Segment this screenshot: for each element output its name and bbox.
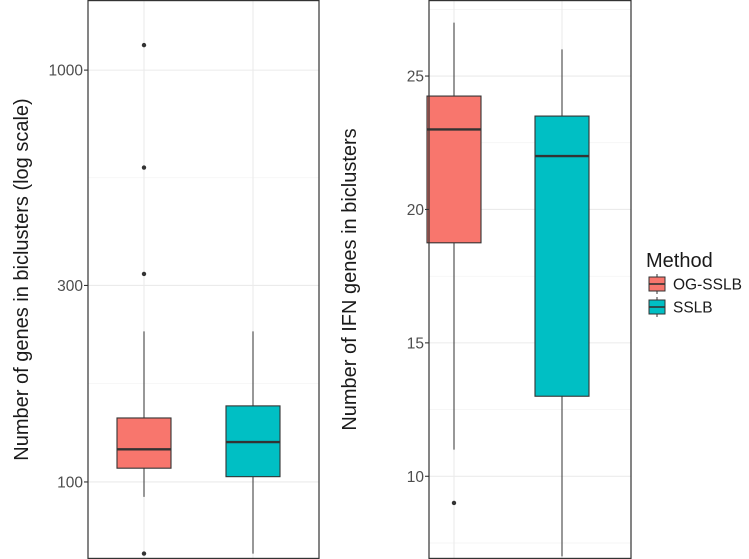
- genes-y-axis: 100 300 1000: [49, 63, 88, 491]
- y-tick-label: 10: [407, 469, 425, 486]
- ifn-genes-y-axis: 10 15 20 25: [407, 69, 429, 486]
- ifn-genes-gridlines: [429, 0, 631, 559]
- genes-y-axis-title: Number of genes in biclusters (log scale…: [11, 98, 33, 460]
- genes-panel: 100 300 1000 Number of genes in biclusters…: [11, 0, 320, 559]
- legend-title: Method: [646, 250, 713, 272]
- box-sslb: [534, 49, 590, 557]
- outlier-point: [141, 551, 147, 556]
- y-tick-label: 1000: [49, 63, 84, 80]
- legend-item-og-sslb: OG-SSLB: [646, 273, 742, 295]
- legend-item-sslb: SSLB: [646, 296, 713, 318]
- box-body: [116, 417, 172, 469]
- genes-panel-border: [87, 0, 320, 559]
- genes-boxes: [116, 42, 281, 556]
- outlier-point: [141, 271, 147, 277]
- y-tick-label: 300: [57, 278, 83, 295]
- y-tick-label: 15: [407, 335, 424, 352]
- ifn-genes-y-axis-title: Number of IFN genes in biclusters: [339, 128, 361, 430]
- outlier-point: [451, 500, 457, 506]
- box-og-sslb: [426, 22, 482, 506]
- box-body: [426, 95, 482, 244]
- ifn-genes-panel: 10 15 20 25 Number of IFN genes in bicluste…: [339, 0, 632, 559]
- box-og-sslb: [116, 42, 172, 556]
- ifn-genes-panel-border: [428, 0, 632, 559]
- ifn-genes-boxes: [426, 22, 590, 557]
- legend-label: OG-SSLB: [673, 277, 742, 294]
- outlier-point: [141, 165, 147, 170]
- y-tick-label: 20: [407, 202, 425, 219]
- legend-label: SSLB: [673, 300, 713, 317]
- y-tick-label: 25: [407, 69, 424, 86]
- box-body: [534, 115, 590, 397]
- y-tick-label: 100: [57, 474, 83, 491]
- legend: Method OG-SSLB SSLB: [646, 250, 742, 318]
- genes-gridlines: [88, 0, 319, 559]
- box-sslb: [225, 331, 281, 554]
- outlier-point: [141, 42, 147, 48]
